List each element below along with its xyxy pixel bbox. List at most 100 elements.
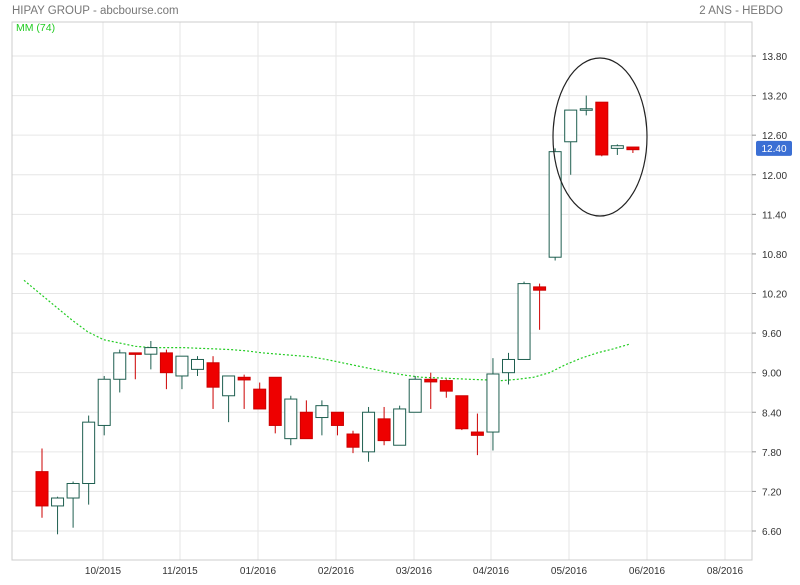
candle <box>470 413 484 456</box>
candle <box>97 375 111 436</box>
candle-body <box>377 418 391 442</box>
candle <box>455 395 469 431</box>
x-tick-label: 02/2016 <box>318 566 355 577</box>
last-price-tag: 12.40 <box>756 140 792 156</box>
candle <box>268 376 282 434</box>
candle-body <box>502 358 515 374</box>
candle <box>362 406 376 462</box>
candle <box>548 148 562 261</box>
candle <box>128 352 142 380</box>
candle <box>486 358 500 451</box>
highlight-ellipse <box>552 57 648 217</box>
candle <box>144 341 158 370</box>
candle-body <box>35 471 49 507</box>
y-tick-label: 7.80 <box>762 448 782 459</box>
candle-body <box>408 378 422 413</box>
candle <box>206 356 220 409</box>
y-tick-label: 10.20 <box>762 290 787 301</box>
candle <box>502 352 515 385</box>
candle <box>175 355 189 390</box>
ma-legend-label: MM (74) <box>16 22 55 34</box>
candle <box>113 349 127 393</box>
candle-body <box>579 108 593 111</box>
x-axis-ticks: 10/2015 11/2015 01/2016 02/2016 03/2016 04/20… <box>85 566 744 577</box>
y-tick-label: 8.40 <box>762 408 782 419</box>
candle-body <box>346 433 360 448</box>
candle <box>159 349 173 390</box>
y-tick-label: 7.20 <box>762 487 782 498</box>
y-tick-label: 13.80 <box>762 52 787 63</box>
x-tick-label: 03/2016 <box>396 566 433 577</box>
moving-average-layer <box>23 279 630 382</box>
candle <box>191 356 204 376</box>
candle <box>253 382 267 410</box>
candle <box>35 448 49 518</box>
last-price-badge <box>756 140 792 156</box>
candle-body <box>595 101 609 156</box>
candle-body <box>330 411 344 426</box>
candle <box>222 375 236 423</box>
candle <box>346 430 360 454</box>
candle <box>595 101 609 157</box>
candle-body <box>455 395 469 430</box>
candle <box>517 281 531 360</box>
candle-body <box>299 411 313 440</box>
candle-body <box>66 483 80 499</box>
candle-body <box>82 421 96 485</box>
x-tick-label: 04/2016 <box>473 566 510 577</box>
candle-body <box>362 411 376 453</box>
candles-layer <box>35 95 640 535</box>
candle <box>237 374 251 409</box>
candle-body <box>393 408 407 446</box>
last-price-value: 12.40 <box>761 144 786 155</box>
candle-body <box>486 373 500 433</box>
candle <box>315 400 329 436</box>
y-axis-ticks: 6.60 7.20 7.80 8.40 9.00 9.60 10.20 10.80 11.40 1… <box>752 52 787 538</box>
y-tick-label: 9.00 <box>762 369 782 380</box>
y-tick-label: 13.20 <box>762 92 787 103</box>
candle-body <box>191 358 204 370</box>
candle <box>610 144 624 155</box>
candle-body <box>206 362 220 388</box>
x-tick-label: 11/2015 <box>162 566 198 577</box>
candle-body <box>610 145 624 149</box>
candle <box>377 406 391 446</box>
candle-body <box>113 352 127 380</box>
grid <box>12 22 752 560</box>
x-tick-label: 08/2016 <box>707 566 744 577</box>
candle-body <box>470 431 484 436</box>
candle-body <box>175 355 189 377</box>
y-tick-label: 6.60 <box>762 527 782 538</box>
y-tick-label: 10.80 <box>762 250 787 261</box>
candle-body <box>284 398 298 440</box>
candle <box>330 411 344 436</box>
candle <box>66 481 80 528</box>
chart-title: HIPAY GROUP - abcbourse.com <box>12 5 179 17</box>
y-tick-label: 12.60 <box>762 131 787 142</box>
candle-body <box>253 388 267 410</box>
y-tick-label: 9.60 <box>762 329 782 340</box>
candle <box>299 400 313 440</box>
candle-body <box>517 283 531 360</box>
candle <box>439 379 453 398</box>
moving-average-line <box>23 279 630 382</box>
y-tick-label: 12.00 <box>762 171 787 182</box>
x-tick-label: 05/2016 <box>551 566 588 577</box>
plot-frame <box>11 21 753 561</box>
candle-body <box>237 376 251 381</box>
candle-body <box>439 380 453 392</box>
candle <box>408 375 422 413</box>
candle-body <box>564 109 578 143</box>
candle-body <box>315 405 329 419</box>
x-tick-label: 06/2016 <box>629 566 666 577</box>
candle-body <box>222 375 236 397</box>
candle-body <box>424 378 438 383</box>
candle <box>424 372 438 409</box>
candle-body <box>533 286 547 291</box>
candle-body <box>548 151 562 258</box>
candle <box>564 109 578 175</box>
candle <box>284 395 298 446</box>
y-tick-label: 11.40 <box>762 210 787 221</box>
candle-body <box>97 378 111 426</box>
